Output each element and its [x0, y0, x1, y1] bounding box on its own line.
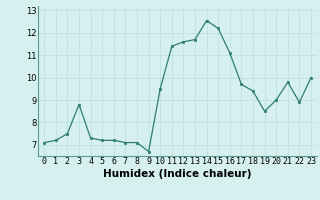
X-axis label: Humidex (Indice chaleur): Humidex (Indice chaleur) [103, 169, 252, 179]
